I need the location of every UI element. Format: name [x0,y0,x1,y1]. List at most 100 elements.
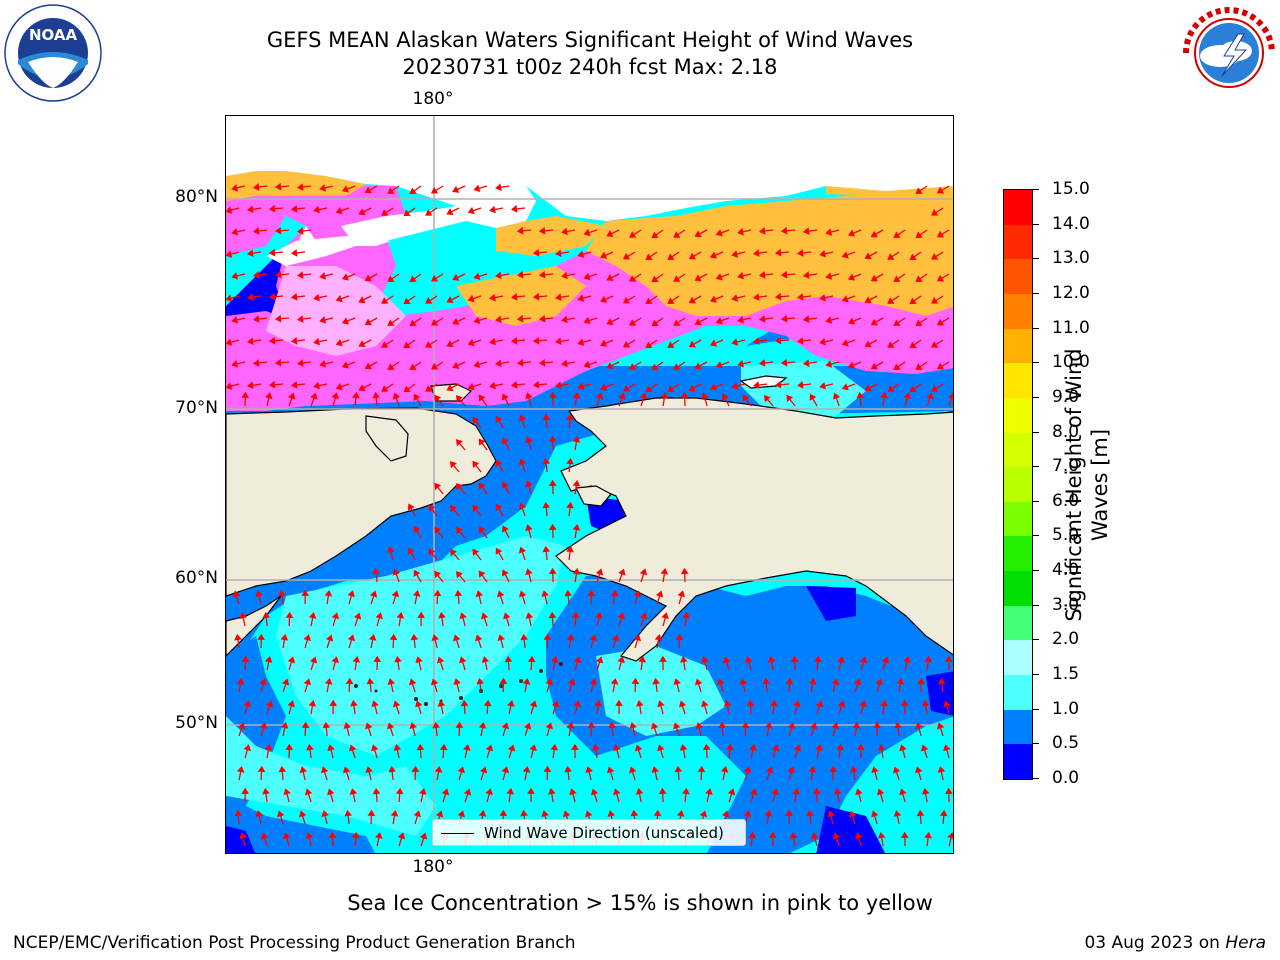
wave-direction-arrowhead [739,678,748,685]
wave-direction-arrowhead [542,545,551,553]
wave-direction-arrowhead [507,744,516,752]
wave-direction-arrowhead [555,337,562,346]
wave-direction-arrowhead [780,314,788,323]
wave-direction-arrowhead [369,590,378,598]
wave-direction-arrowhead [352,655,361,663]
wave-direction-arrowhead [499,809,508,816]
wave-direction-arrowhead [608,721,616,729]
wave-direction-arrowhead [454,589,463,597]
wave-direction-arrowhead [303,634,311,642]
wave-direction-arrowhead [368,634,377,641]
wave-direction-arrowhead [600,339,608,347]
wave-direction-arrowhead [629,363,637,370]
wave-direction-arrowhead [247,205,254,214]
wave-direction-arrowhead [520,809,528,817]
wave-direction-arrowhead [239,832,247,840]
wave-direction-arrowhead [341,185,349,193]
wave-direction-arrowhead [944,787,953,795]
wave-direction-arrowhead [550,743,559,751]
wave-direction-arrowhead [572,391,581,399]
wave-direction-arrowhead [538,226,546,235]
wave-direction-arrowhead [446,208,454,216]
wave-direction-arrowhead [479,766,488,774]
wave-direction-arrowhead [409,363,417,371]
colorbar-segment [1004,328,1032,364]
wave-direction-arrowhead [438,611,446,619]
wave-direction-arrowhead [825,360,833,368]
wave-direction-arrowhead [389,633,398,641]
lat-label-70: 70°N [175,398,218,418]
wave-direction-arrowhead [548,479,557,487]
wave-direction-arrowhead [303,678,312,686]
wave-direction-arrowhead [887,253,895,260]
wave-direction-arrowhead [388,765,396,773]
wave-direction-arrowhead [408,678,417,686]
wave-direction-arrowhead [348,744,357,752]
wave-direction-arrowhead [667,385,675,392]
wave-direction-arrowhead [673,363,681,370]
wave-direction-arrowhead [594,699,603,707]
colorbar-tick [1033,362,1039,364]
wave-direction-arrowhead [510,293,518,301]
wave-direction-arrowhead [893,231,901,239]
wave-direction-arrowhead [541,810,549,818]
wave-direction-arrowhead [320,766,329,774]
wave-direction-arrowhead [350,699,358,707]
wave-direction-arrowhead [467,382,475,391]
wave-direction-arrowhead [347,634,356,642]
wave-direction-arrowhead [504,655,513,663]
wave-direction-arrowhead [538,270,546,279]
wave-direction-arrowhead [674,765,683,773]
wave-direction-arrowhead [449,549,457,557]
wave-direction-arrowhead [853,678,862,686]
wave-direction-arrowhead [409,722,417,730]
wave-direction-arrowhead [473,184,481,192]
wave-direction-arrowhead [507,700,515,707]
wave-direction-arrowhead [583,272,591,281]
wave-direction-arrowhead [551,700,560,708]
wave-direction-arrowhead [319,316,327,324]
wave-direction-arrowhead [566,501,574,509]
wave-direction-arrowhead [617,656,625,664]
wave-direction-arrowhead [343,722,352,729]
wave-direction-arrowhead [909,253,917,261]
wave-direction-arrowhead [396,611,405,619]
wave-direction-arrowhead [651,275,659,283]
wave-direction-arrowhead [459,656,467,664]
wave-direction-arrowhead [716,678,725,686]
wave-direction-arrowhead [731,382,739,390]
wave-direction-arrowhead [298,810,307,818]
wave-direction-arrowhead [893,319,901,327]
wave-direction-arrowhead [283,832,291,840]
lat-label-60: 60°N [175,568,218,588]
wave-direction-arrowhead [506,787,515,795]
wave-direction-arrowhead [651,319,659,327]
wave-direction-arrowhead [226,294,233,302]
wave-direction-arrowhead [571,611,580,619]
wave-direction-arrowhead [881,656,890,664]
wave-direction-arrowhead [829,765,838,772]
colorbar-segment [1004,259,1032,295]
wave-direction-arrowhead [387,546,395,554]
wave-direction-arrowhead [367,809,376,817]
wave-direction-arrowhead [763,395,771,403]
wave-direction-arrowhead [525,392,533,400]
wave-direction-arrowhead [309,656,318,664]
wave-direction-arrowhead [561,359,568,368]
colorbar-tick-label: 14.0 [1052,213,1090,234]
wave-direction-arrowhead [495,547,503,555]
wave-direction-arrowhead [478,438,486,446]
wave-direction-arrowhead [651,363,659,371]
wave-direction-arrowhead [455,483,463,491]
wave-direction-arrowhead [364,186,372,194]
wave-direction-arrowhead [501,722,510,730]
wave-direction-arrowhead [825,228,833,236]
wave-direction-arrowhead [790,655,799,663]
wave-direction-arrowhead [746,699,755,707]
wave-direction-arrowhead [785,677,794,685]
wave-direction-arrowhead [655,590,664,598]
wave-direction-arrowhead [694,362,702,370]
wave-direction-arrowhead [510,381,518,389]
wave-direction-arrowhead [467,206,475,215]
sea-ice-layer [226,141,953,411]
